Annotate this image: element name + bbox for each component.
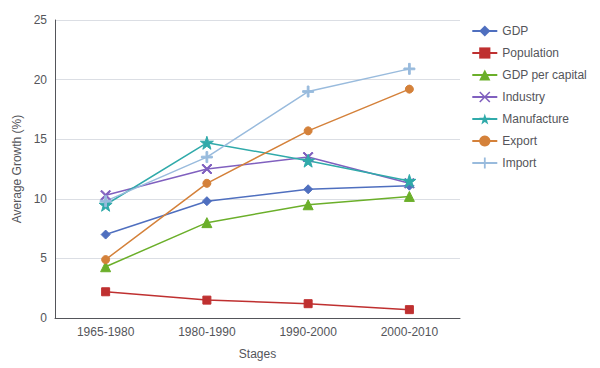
svg-text:5: 5: [40, 251, 47, 265]
svg-text:GDP per capital: GDP per capital: [502, 68, 586, 82]
svg-text:Export: Export: [502, 134, 537, 148]
svg-text:20: 20: [34, 73, 48, 87]
svg-text:Industry: Industry: [502, 90, 545, 104]
svg-text:GDP: GDP: [502, 24, 528, 38]
svg-text:1965-1980: 1965-1980: [77, 325, 135, 339]
svg-text:Import: Import: [502, 156, 537, 170]
svg-text:2000-2010: 2000-2010: [381, 325, 439, 339]
svg-text:Population: Population: [502, 46, 559, 60]
svg-text:25: 25: [34, 13, 48, 27]
svg-text:0: 0: [40, 311, 47, 325]
svg-text:15: 15: [34, 132, 48, 146]
svg-text:Stages: Stages: [239, 347, 276, 361]
svg-text:Average Growth (%): Average Growth (%): [10, 115, 24, 224]
svg-text:10: 10: [34, 192, 48, 206]
svg-text:1990-2000: 1990-2000: [279, 325, 337, 339]
svg-text:1980-1990: 1980-1990: [178, 325, 236, 339]
svg-text:Manufacture: Manufacture: [502, 112, 569, 126]
